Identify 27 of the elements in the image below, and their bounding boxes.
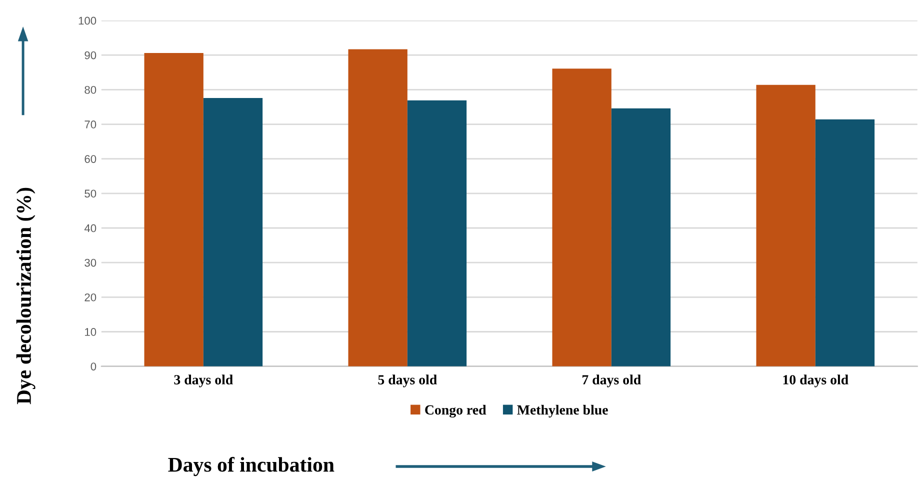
bar bbox=[756, 84, 816, 366]
y-tick-label: 10 bbox=[85, 328, 96, 336]
bar bbox=[203, 98, 263, 366]
y-tick-label: 90 bbox=[84, 51, 96, 60]
bar bbox=[144, 53, 204, 366]
bar bbox=[407, 100, 467, 366]
y-tick-label: 60 bbox=[84, 155, 96, 163]
x-tick-label: 3 days old bbox=[174, 374, 233, 388]
legend-label: Congo red bbox=[425, 404, 486, 418]
y-axis-title: Dye decolourization (%) bbox=[16, 188, 36, 404]
bar bbox=[815, 119, 875, 366]
y-tick-label: 80 bbox=[84, 86, 96, 94]
x-tick-label: 10 days old bbox=[783, 374, 848, 388]
bar bbox=[611, 108, 671, 366]
x-tick-label: 7 days old bbox=[582, 374, 641, 388]
x-tick-label: 5 days old bbox=[378, 374, 437, 388]
y-tick-label: 0 bbox=[90, 362, 96, 370]
y-tick-label: 50 bbox=[84, 190, 96, 198]
x-axis-title: Days of incubation bbox=[168, 456, 334, 476]
y-tick-label: 20 bbox=[84, 293, 96, 302]
y-tick-label: 40 bbox=[84, 224, 96, 232]
y-tick-label: 30 bbox=[84, 258, 96, 267]
legend-label: Methylene blue bbox=[517, 404, 608, 418]
y-tick-label: 70 bbox=[84, 120, 96, 128]
bar bbox=[348, 49, 408, 366]
bar bbox=[552, 68, 612, 366]
y-tick-label: 100 bbox=[78, 16, 96, 25]
